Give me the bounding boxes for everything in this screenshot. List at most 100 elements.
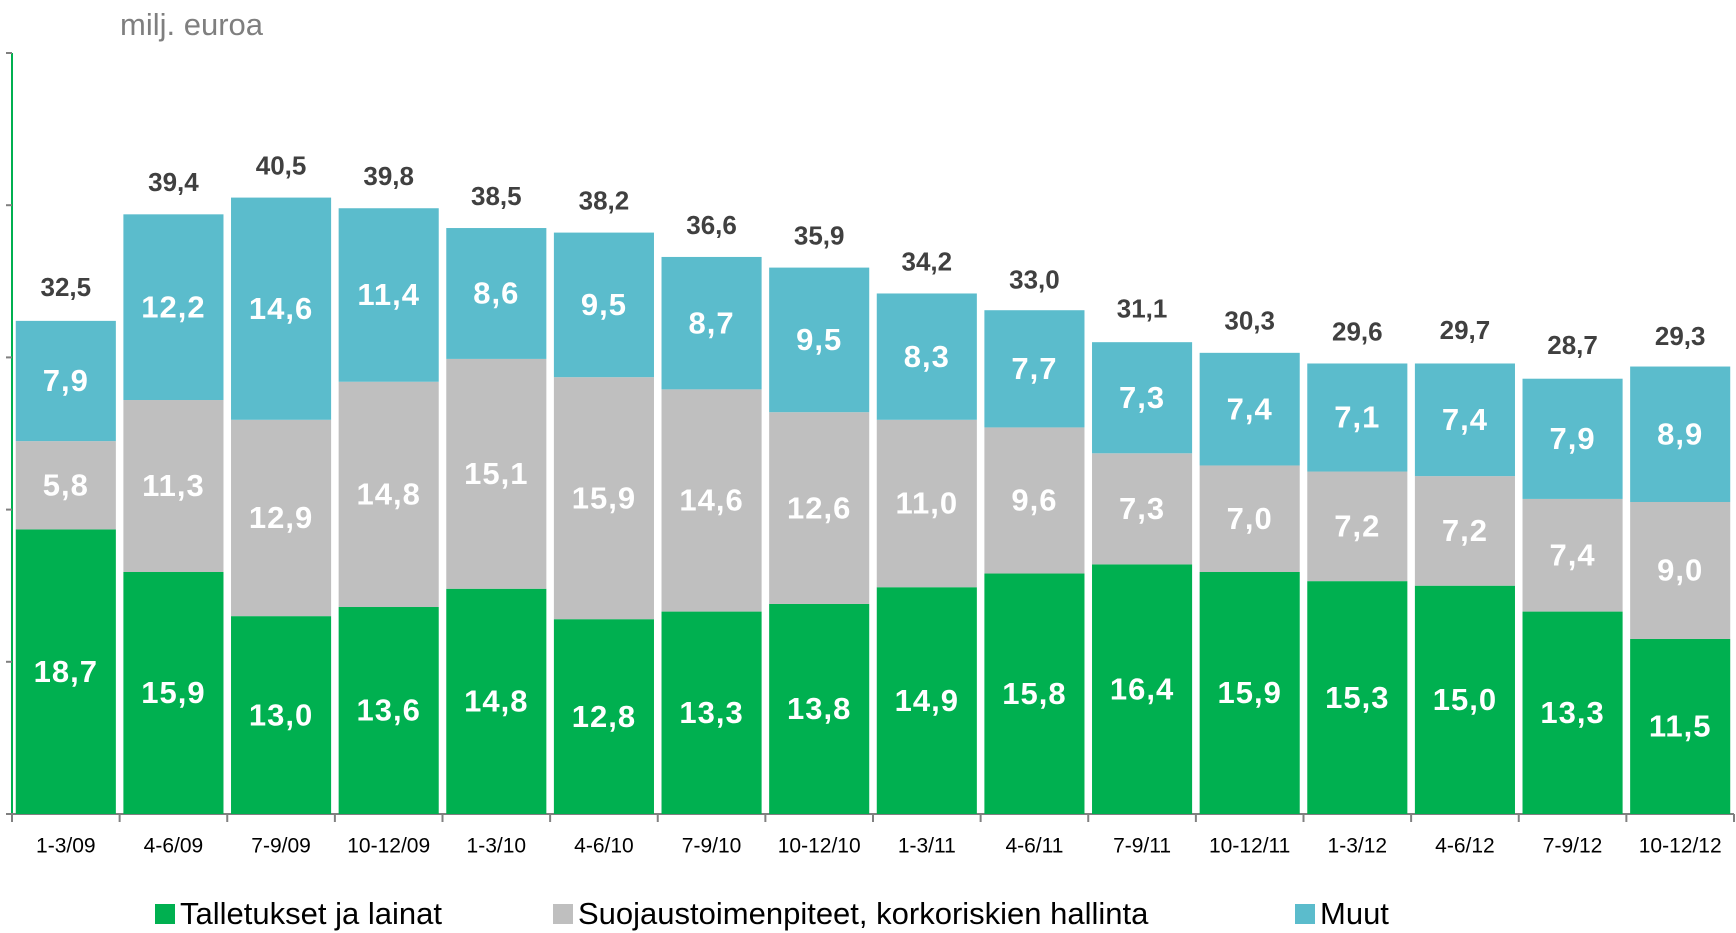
data-label: 13,6 xyxy=(357,693,421,728)
total-label: 40,5 xyxy=(256,150,307,180)
total-label: 33,0 xyxy=(1009,265,1060,295)
total-label: 35,9 xyxy=(794,220,845,250)
bar-segment xyxy=(1307,471,1408,582)
x-tick-label: 4-6/11 xyxy=(1005,835,1063,858)
bar-segment xyxy=(661,389,762,612)
bar-segment xyxy=(338,607,439,814)
total-label: 32,5 xyxy=(41,272,92,302)
data-label: 7,1 xyxy=(1334,400,1380,435)
bar-segment xyxy=(123,400,224,573)
bar-segment xyxy=(231,419,332,617)
data-label: 11,4 xyxy=(357,277,420,312)
bar-segment xyxy=(1630,501,1731,639)
data-label: 9,5 xyxy=(581,287,627,322)
total-label: 29,6 xyxy=(1332,316,1383,346)
x-tick-label: 7-9/12 xyxy=(1543,835,1603,858)
data-label: 11,0 xyxy=(896,486,959,521)
x-tick-label: 1-3/09 xyxy=(36,835,96,858)
bar-segment xyxy=(769,267,870,413)
bar-segment xyxy=(1522,498,1623,612)
total-label: 36,6 xyxy=(686,210,737,240)
total-label: 34,2 xyxy=(902,246,953,276)
bar-segment xyxy=(769,603,870,814)
data-label: 14,8 xyxy=(357,477,421,512)
data-label: 11,5 xyxy=(1649,709,1712,744)
bar-segment xyxy=(876,587,977,814)
data-label: 15,3 xyxy=(1325,680,1389,715)
total-label: 28,7 xyxy=(1547,330,1598,360)
data-label: 7,4 xyxy=(1442,402,1488,437)
bar-segment xyxy=(15,320,116,442)
x-tick-label: 10-12/12 xyxy=(1639,835,1722,858)
bar-segment xyxy=(553,232,654,378)
data-label: 7,9 xyxy=(43,363,89,398)
legend-swatch xyxy=(553,904,573,924)
data-label: 13,3 xyxy=(1540,695,1604,730)
bar-segment xyxy=(1522,378,1623,499)
data-label: 15,9 xyxy=(1218,675,1282,710)
x-tick-label: 4-6/12 xyxy=(1435,835,1495,858)
data-label: 7,9 xyxy=(1550,421,1596,456)
bar-segment xyxy=(15,441,116,530)
data-label: 15,9 xyxy=(572,480,636,515)
bar-segment xyxy=(876,293,977,420)
data-label: 5,8 xyxy=(43,467,89,502)
total-label: 29,3 xyxy=(1655,321,1706,351)
data-label: 7,2 xyxy=(1334,509,1380,544)
bar-segment xyxy=(446,588,547,814)
bar-segment xyxy=(661,611,762,814)
legend-swatch xyxy=(155,904,175,924)
data-label: 9,6 xyxy=(1011,483,1057,518)
x-tick-label: 1-3/10 xyxy=(467,835,527,858)
x-tick-label: 7-9/11 xyxy=(1113,835,1171,858)
bar-segment xyxy=(553,619,654,814)
total-label: 30,3 xyxy=(1224,306,1275,336)
bar-segment xyxy=(1630,638,1731,814)
bar-segment xyxy=(769,412,870,604)
data-label: 8,9 xyxy=(1657,416,1703,451)
data-label: 14,6 xyxy=(249,291,313,326)
total-label: 38,5 xyxy=(471,181,522,211)
bar-segment xyxy=(446,358,547,589)
y-axis-label: milj. euroa xyxy=(120,7,264,42)
bar-segment xyxy=(446,228,547,359)
data-label: 13,8 xyxy=(787,691,851,726)
total-label: 39,8 xyxy=(363,161,414,191)
x-tick-label: 4-6/09 xyxy=(144,835,204,858)
bar-segment xyxy=(661,256,762,390)
x-tick-label: 7-9/09 xyxy=(251,835,311,858)
bar-segment xyxy=(1522,611,1623,814)
data-label: 16,4 xyxy=(1110,671,1174,706)
bar-segment xyxy=(984,573,1085,814)
data-label: 7,4 xyxy=(1227,391,1273,426)
bar-segment xyxy=(15,529,116,814)
bar-segment xyxy=(1414,363,1515,477)
x-tick-label: 10-12/09 xyxy=(347,835,430,858)
data-label: 7,4 xyxy=(1550,537,1596,572)
x-tick-label: 1-3/11 xyxy=(898,835,956,858)
bar-segment xyxy=(1307,363,1408,472)
data-label: 15,0 xyxy=(1433,682,1497,717)
data-label: 8,7 xyxy=(689,305,735,340)
data-label: 12,2 xyxy=(141,289,205,324)
bar-segment xyxy=(984,310,1085,428)
data-label: 7,3 xyxy=(1119,380,1165,415)
data-label: 15,8 xyxy=(1002,676,1066,711)
total-label: 29,7 xyxy=(1440,315,1491,345)
bar-segment xyxy=(1199,352,1300,466)
data-label: 12,9 xyxy=(249,500,313,535)
x-tick-label: 10-12/11 xyxy=(1209,835,1290,858)
bar-segment xyxy=(123,214,224,401)
data-label: 12,6 xyxy=(787,490,851,525)
data-label: 7,7 xyxy=(1011,351,1057,386)
data-label: 7,2 xyxy=(1442,513,1488,548)
total-label: 31,1 xyxy=(1117,294,1168,324)
bar-segment xyxy=(1092,564,1193,814)
total-label: 39,4 xyxy=(148,167,199,197)
data-label: 9,0 xyxy=(1657,553,1703,588)
bar-segment xyxy=(231,197,332,420)
data-label: 13,3 xyxy=(679,695,743,730)
x-tick-label: 1-3/12 xyxy=(1328,835,1388,858)
legend-label: Talletukset ja lainat xyxy=(180,896,442,931)
